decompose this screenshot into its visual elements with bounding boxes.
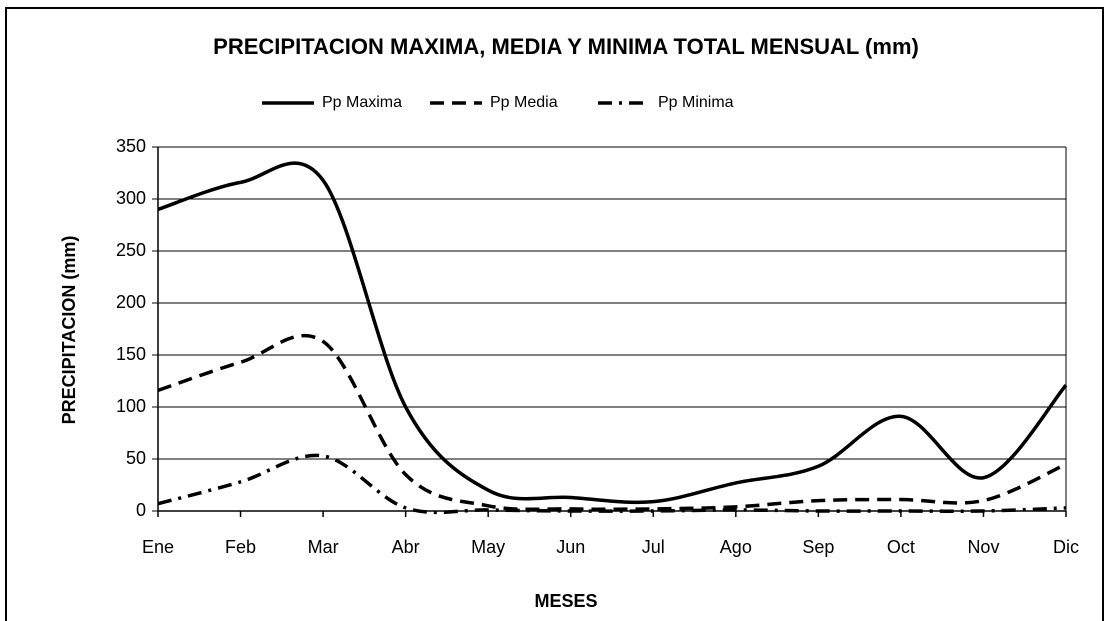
x-tick-label: Oct <box>887 537 915 557</box>
x-tick-label: Nov <box>967 537 999 557</box>
x-tick-label: Feb <box>225 537 256 557</box>
x-tick-label: Abr <box>392 537 420 557</box>
series-line <box>157 453 1067 515</box>
x-axis-label: MESES <box>534 591 597 611</box>
y-tick-label: 50 <box>126 448 146 468</box>
x-tick-label: Ene <box>142 537 174 557</box>
chart-title: PRECIPITACION MAXIMA, MEDIA Y MINIMA TOT… <box>213 34 919 59</box>
y-tick-label: 350 <box>116 136 146 156</box>
y-tick-label: 200 <box>116 292 146 312</box>
legend-label: Pp Minima <box>658 94 734 111</box>
legend-label: Pp Maxima <box>322 94 402 111</box>
x-tick-label: Dic <box>1053 537 1079 557</box>
y-tick-label: 250 <box>116 240 146 260</box>
x-tick-label: Ago <box>720 537 752 557</box>
y-tick-label: 0 <box>136 500 146 520</box>
x-tick-label: May <box>471 537 505 557</box>
y-tick-label: 150 <box>116 344 146 364</box>
chart-frame <box>5 7 1104 621</box>
y-axis-label: PRECIPITACION (mm) <box>59 236 79 425</box>
series-line <box>157 161 1068 505</box>
legend-label: Pp Media <box>490 94 558 111</box>
y-tick-label: 300 <box>116 188 146 208</box>
x-tick-label: Jul <box>642 537 665 557</box>
x-tick-label: Jun <box>556 537 585 557</box>
y-tick-label: 100 <box>116 396 146 416</box>
series-line <box>157 334 1067 512</box>
x-tick-label: Sep <box>802 537 834 557</box>
x-tick-label: Mar <box>308 537 339 557</box>
